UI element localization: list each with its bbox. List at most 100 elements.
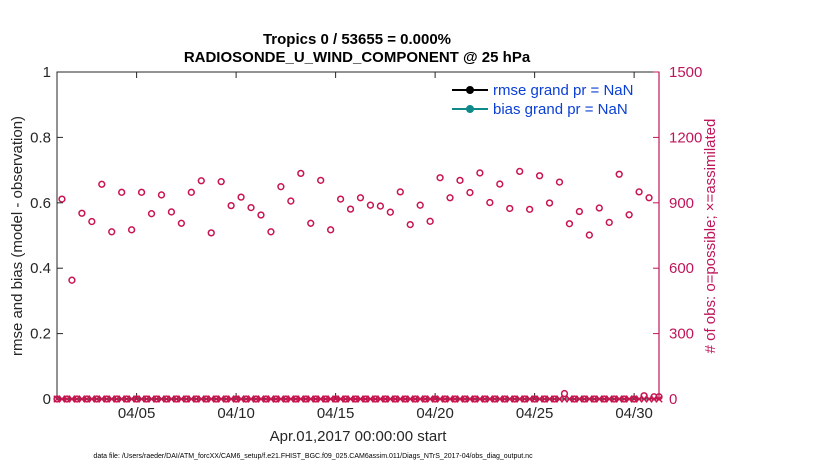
possible-obs-marker — [103, 395, 111, 403]
possible-obs-marker — [625, 211, 633, 219]
possible-obs-marker — [212, 395, 220, 403]
y-right-tick-label: 600 — [669, 260, 694, 277]
possible-obs-marker — [351, 395, 360, 403]
x-tick-label: 04/30 — [615, 405, 653, 422]
possible-obs-marker — [501, 395, 509, 403]
legend: rmse grand pr = NaN bias grand pr = NaN — [452, 82, 633, 118]
possible-obs-marker — [406, 220, 414, 229]
possible-obs-marker — [610, 395, 618, 403]
axis-tick-labels: 0 0.2 0.4 0.6 0.8 1 0 300 600 900 1200 1500 04/05 04/… — [30, 64, 702, 422]
possible-obs-marker — [361, 395, 370, 403]
possible-obs-marker — [272, 395, 280, 403]
possible-obs-marker — [396, 188, 404, 196]
possible-obs-marker — [580, 395, 589, 403]
possible-obs-marker — [506, 204, 514, 213]
possible-obs-marker — [346, 205, 355, 213]
possible-obs-marker — [177, 219, 186, 227]
possible-obs-marker — [237, 193, 245, 201]
y-left-tick-label: 1 — [43, 64, 51, 81]
possible-obs-marker — [585, 231, 593, 239]
possible-obs-marker — [217, 178, 225, 186]
x-tick-label: 04/05 — [118, 405, 156, 422]
possible-obs-marker — [207, 229, 215, 237]
possible-obs-marker — [322, 395, 330, 403]
possible-obs-marker — [431, 395, 439, 403]
possible-obs-marker — [118, 188, 126, 196]
plot-area — [56, 71, 660, 400]
possible-obs-marker — [68, 276, 76, 284]
possible-obs-marker — [252, 395, 260, 403]
possible-obs-marker — [341, 395, 350, 403]
possible-obs-marker — [108, 228, 116, 236]
possible-obs-marker — [630, 395, 638, 403]
possible-obs-marker — [461, 395, 469, 403]
possible-obs-marker — [297, 169, 305, 178]
possible-obs-marker — [83, 395, 91, 403]
x-tick-label: 04/25 — [516, 405, 554, 422]
possible-obs-marker — [521, 395, 529, 403]
possible-obs-marker — [326, 226, 335, 234]
possible-obs-marker — [391, 395, 399, 403]
possible-obs-marker — [93, 395, 101, 403]
possible-obs-marker — [486, 198, 494, 207]
y-left-tick-label: 0.4 — [30, 260, 51, 277]
possible-obs-marker — [63, 395, 71, 403]
chart-title-line1: Tropics 0 / 53655 = 0.000% — [263, 31, 451, 48]
possible-obs-marker — [287, 197, 295, 205]
possible-obs-marker — [331, 395, 340, 403]
legend-marker-bias — [466, 105, 474, 113]
possible-obs-marker — [535, 172, 544, 180]
possible-obs-marker — [312, 395, 320, 403]
y-left-tick-label: 0.2 — [30, 326, 51, 343]
legend-marker-rmse — [466, 86, 474, 94]
possible-obs-marker — [650, 393, 658, 401]
possible-obs-marker — [416, 201, 424, 209]
possible-obs-marker — [615, 170, 623, 178]
y-right-tick-label: 1500 — [669, 64, 702, 81]
possible-obs-marker — [640, 392, 648, 400]
y-right-tick-label: 0 — [669, 391, 677, 408]
possible-obs-marker — [137, 188, 146, 196]
y-left-tick-label: 0.8 — [30, 129, 51, 146]
possible-obs-marker — [600, 395, 608, 403]
possible-obs-marker — [545, 199, 554, 207]
y-left-tick-label: 0.6 — [30, 195, 51, 212]
possible-obs-marker — [436, 174, 444, 182]
possible-obs-marker — [227, 201, 235, 210]
x-tick-label: 04/15 — [317, 405, 355, 422]
possible-obs-marker — [550, 395, 559, 403]
possible-obs-marker — [456, 176, 464, 184]
possible-obs-marker — [277, 183, 285, 191]
possible-obs-marker — [411, 395, 419, 403]
possible-obs-marker — [635, 188, 643, 196]
possible-obs-marker — [132, 395, 141, 403]
possible-obs-marker — [192, 395, 200, 403]
possible-obs-marker — [302, 395, 310, 403]
possible-obs-marker — [555, 178, 564, 186]
possible-obs-marker — [655, 393, 663, 401]
observation-markers — [53, 167, 663, 403]
possible-obs-marker — [540, 395, 549, 403]
y-axis-label-right: # of obs: o=possible; ×=assimilated — [702, 119, 719, 354]
possible-obs-marker — [257, 211, 265, 219]
possible-obs-marker — [127, 226, 136, 234]
possible-obs-marker — [172, 395, 181, 403]
possible-obs-marker — [232, 395, 240, 403]
possible-obs-marker — [570, 395, 579, 403]
possible-obs-marker — [123, 395, 131, 403]
possible-obs-marker — [317, 176, 325, 184]
possible-obs-marker — [162, 395, 171, 403]
possible-obs-marker — [595, 204, 603, 212]
possible-obs-marker — [565, 220, 574, 228]
possible-obs-marker — [560, 389, 569, 398]
possible-obs-marker — [78, 209, 86, 217]
possible-obs-marker — [242, 395, 250, 403]
possible-obs-marker — [182, 395, 191, 403]
possible-obs-marker — [476, 169, 484, 177]
possible-obs-marker — [451, 395, 459, 403]
chart-title-line2: RADIOSONDE_U_WIND_COMPONENT @ 25 hPa — [184, 49, 531, 66]
possible-obs-marker — [466, 188, 474, 197]
possible-obs-marker — [197, 177, 205, 185]
possible-obs-marker — [401, 395, 409, 403]
